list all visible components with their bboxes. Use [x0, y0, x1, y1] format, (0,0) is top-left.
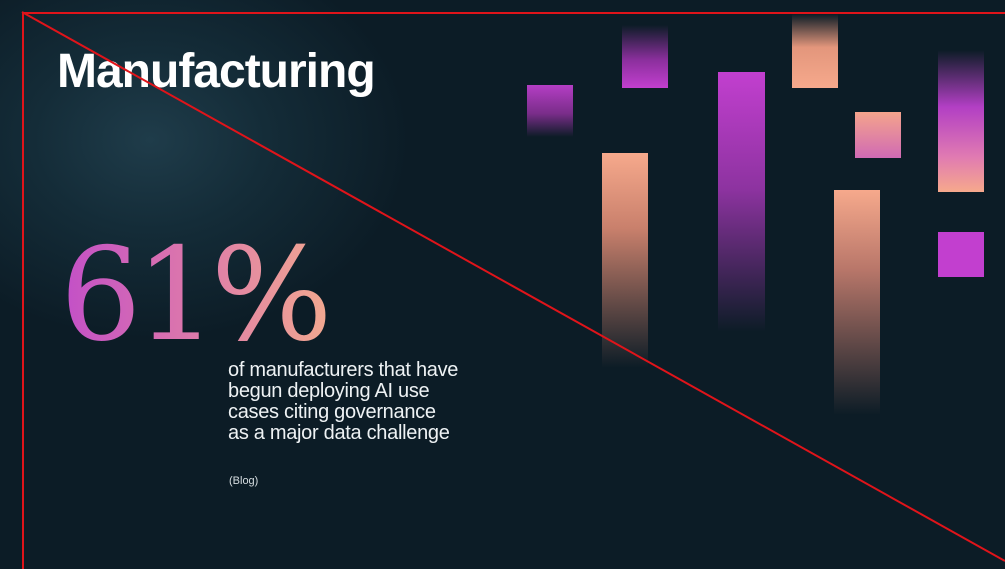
- decorative-bar: [718, 72, 765, 332]
- page-title: Manufacturing: [57, 45, 376, 98]
- stat-description-line: cases citing governance: [228, 401, 436, 423]
- decorative-bar: [602, 153, 648, 368]
- stat-value: 61%: [60, 221, 332, 370]
- decorative-bar: [527, 85, 573, 137]
- decorative-bar: [792, 14, 838, 88]
- decorative-bar: [834, 190, 880, 415]
- decorative-bar: [938, 50, 984, 192]
- decorative-bar: [622, 25, 668, 88]
- stat-description-line: begun deploying AI use: [228, 380, 430, 402]
- stat-description-line: as a major data challenge: [228, 422, 450, 444]
- stat-description: of manufacturers that have begun deployi…: [228, 360, 528, 444]
- decorative-bar: [938, 232, 984, 277]
- stat-description-line: of manufacturers that have: [228, 359, 459, 381]
- decorative-bar: [855, 112, 901, 158]
- source-citation: (Blog): [229, 475, 259, 487]
